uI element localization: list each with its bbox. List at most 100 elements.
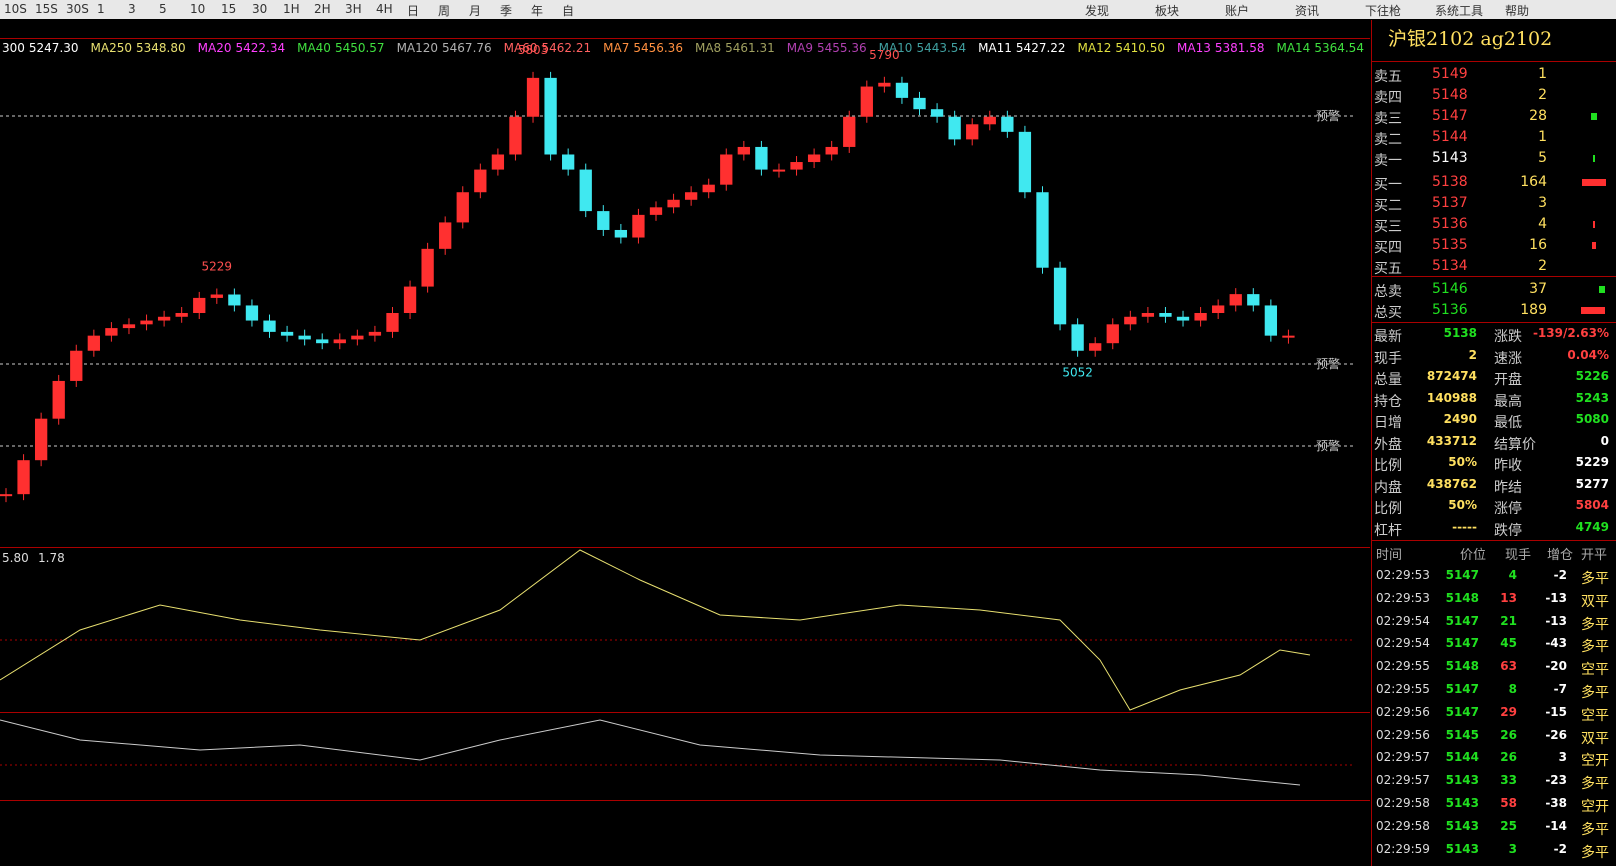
ma-name: MA14: [1276, 41, 1310, 55]
tick-change: -13: [1545, 590, 1567, 605]
candle: [228, 294, 241, 306]
order-label: 买一: [1374, 177, 1402, 193]
order-label: 卖二: [1374, 132, 1402, 148]
ma-name: MA120: [397, 41, 438, 55]
toolbar-button[interactable]: 周: [438, 4, 451, 18]
toolbar-button[interactable]: 月: [469, 4, 482, 18]
quote-label: 持仓: [1374, 393, 1402, 410]
quote-row: 总量 872474 开盘 5226: [1372, 367, 1616, 388]
tick-change: 3: [1558, 750, 1567, 765]
total-price: 5136: [1432, 302, 1468, 318]
ma-value: 5364.54: [1314, 41, 1364, 55]
menu-item[interactable]: 资讯: [1295, 4, 1320, 18]
candle: [737, 146, 750, 155]
candle: [105, 328, 118, 336]
tick-row: 02:29:59 5143 3 -2 多平: [1372, 840, 1616, 861]
toolbar-button[interactable]: 30: [252, 2, 268, 16]
candle: [807, 154, 821, 163]
menu-item[interactable]: 板块: [1155, 4, 1180, 18]
tick-vol: 4: [1508, 568, 1517, 582]
candle: [1282, 335, 1295, 338]
menu-item[interactable]: 下往枪: [1365, 4, 1402, 18]
tick-time: 02:29:54: [1376, 613, 1430, 628]
tick-row: 02:29:56 5147 29 -15 空平: [1372, 703, 1616, 724]
toolbar-button[interactable]: 2H: [314, 2, 331, 16]
toolbar-button[interactable]: 10: [190, 2, 206, 16]
candle: [913, 97, 926, 110]
macd-line: [0, 549, 1311, 711]
menu-item[interactable]: 账户: [1225, 4, 1250, 18]
price-label: 5790: [869, 48, 900, 62]
candle: [1106, 324, 1119, 344]
quote-label: 最高: [1494, 393, 1522, 410]
toolbar-button[interactable]: 自: [562, 4, 575, 18]
ticks-header: 时间 价位 现手 增仓 开平: [1372, 542, 1616, 563]
toolbar-button[interactable]: 15S: [35, 2, 58, 16]
quote-value: -139/2.63%: [1532, 326, 1609, 340]
tick-price: 5148: [1445, 659, 1479, 674]
toolbar-button[interactable]: 日: [407, 4, 420, 18]
order-price: 5137: [1432, 195, 1468, 211]
toolbar-button[interactable]: 3H: [345, 2, 362, 16]
quote-label: 最新: [1374, 329, 1402, 345]
quote-value: 50%: [1448, 498, 1477, 512]
symbol-title: 沪银2102 ag2102: [1388, 28, 1553, 50]
menu-item[interactable]: 帮助: [1505, 4, 1530, 18]
tick-row: 02:29:58 5143 58 -38 空开: [1372, 794, 1616, 815]
quote-value: 0.04%: [1567, 347, 1609, 362]
quote-label: 涨跌: [1494, 329, 1522, 345]
order-label: 买五: [1374, 261, 1402, 277]
toolbar-button[interactable]: 10S: [4, 2, 27, 16]
ticks-header-cell: 开平: [1581, 548, 1608, 563]
ma-value: 5443.54: [916, 41, 966, 55]
ticks-header-cell: 现手: [1505, 548, 1532, 563]
menu-item[interactable]: 系统工具: [1435, 4, 1484, 18]
candle: [1194, 313, 1207, 321]
total-price: 5146: [1432, 281, 1468, 297]
toolbar-button[interactable]: 1H: [283, 2, 300, 16]
tick-type: 多平: [1581, 776, 1609, 793]
candle: [1159, 313, 1172, 317]
quote-row: 杠杆 ----- 跌停 4749: [1372, 518, 1616, 539]
quote-row: 外盘 433712 结算价 0: [1372, 432, 1616, 453]
ma-value: 5410.50: [1115, 41, 1165, 55]
tick-type: 多平: [1581, 616, 1609, 633]
toolbar-button[interactable]: 15: [221, 2, 237, 16]
tick-change: -14: [1545, 818, 1567, 833]
order-price: 5135: [1432, 237, 1468, 253]
tick-time: 02:29:54: [1376, 636, 1430, 651]
quote-row: 内盘 438762 昨结 5277: [1372, 475, 1616, 496]
toolbar-button[interactable]: 4H: [376, 2, 393, 16]
order-row: 买三 5136 4: [1372, 214, 1616, 235]
candle: [316, 339, 329, 344]
tick-price: 5147: [1445, 613, 1479, 628]
toolbar-button[interactable]: 30S: [66, 2, 89, 16]
tick-time: 02:29:58: [1376, 796, 1430, 810]
candle: [421, 248, 434, 287]
candle: [386, 313, 399, 332]
toolbar-button[interactable]: 5: [159, 2, 167, 16]
total-row: 总买 5136 189: [1372, 300, 1616, 321]
order-label: 买四: [1374, 240, 1402, 256]
candle: [562, 154, 575, 170]
quote-label: 最低: [1494, 415, 1522, 431]
order-row: 卖五 5149 1: [1372, 64, 1616, 85]
candle: [667, 199, 680, 208]
tick-vol: 3: [1508, 841, 1517, 856]
menu-item[interactable]: 发现: [1085, 4, 1110, 18]
tick-type: 双平: [1581, 730, 1609, 747]
toolbar-button[interactable]: 年: [531, 4, 544, 18]
quote-label: 开盘: [1494, 372, 1522, 388]
total-qty: 37: [1529, 281, 1547, 297]
quote-row: 日增 2490 最低 5080: [1372, 410, 1616, 431]
toolbar-button[interactable]: 季: [500, 4, 513, 18]
toolbar-button[interactable]: 3: [128, 2, 136, 16]
tick-change: -2: [1553, 568, 1567, 582]
tick-type: 空开: [1581, 799, 1609, 815]
toolbar-button[interactable]: 1: [97, 2, 105, 16]
tick-time: 02:29:53: [1376, 568, 1430, 582]
tick-time: 02:29:56: [1376, 727, 1430, 742]
qty-bar: [1591, 242, 1597, 249]
tick-type: 多平: [1581, 685, 1609, 701]
